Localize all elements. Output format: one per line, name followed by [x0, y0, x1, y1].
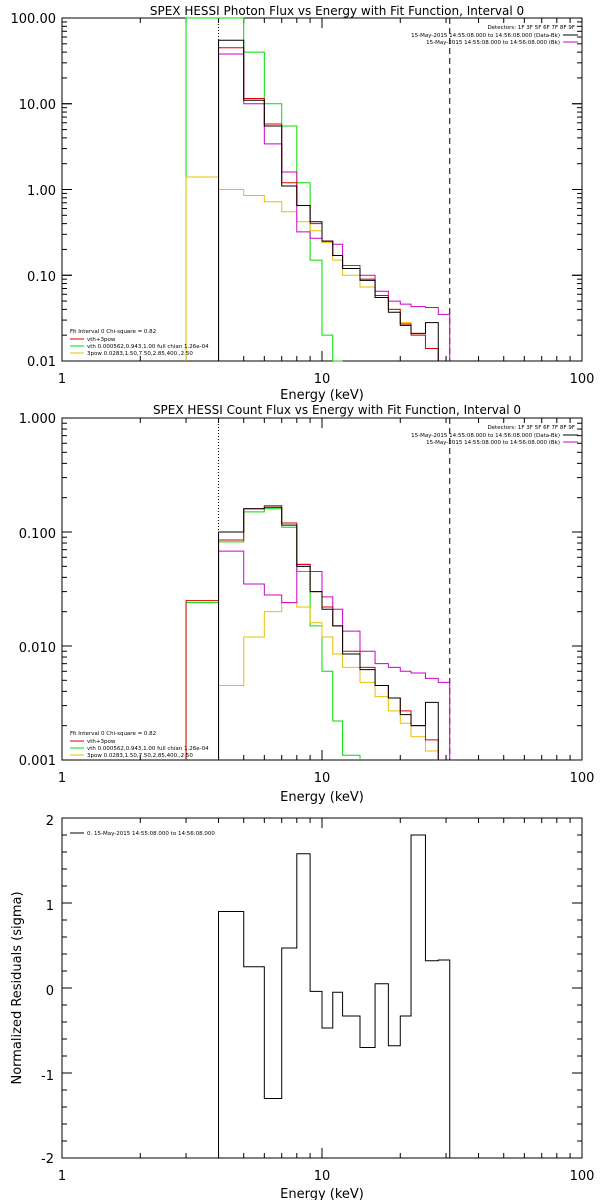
photon-flux-detectors: Detectors: 1F 3F 5F 6F 7F 8F 9F	[487, 25, 575, 31]
residuals-x-axis-label: Energy (keV)	[280, 1187, 364, 1200]
photon-flux-y-tick-label: 0.10	[27, 270, 56, 285]
count-flux-x-tick-label: 1	[58, 771, 66, 786]
residuals-legend: 0. 15-May-2015 14:55:08.000 to 14:56:08.…	[70, 831, 215, 837]
photon-flux-legend-entry: vth+3pow	[87, 337, 116, 343]
photon-flux-x-tick-label: 100	[570, 372, 595, 387]
count-flux-panel: SPEX HESSI Count Flux vs Energy with Fit…	[19, 403, 595, 805]
residuals-x-tick-labels: 1 10 100	[58, 1169, 595, 1184]
residuals-plot-frame	[61, 817, 583, 1159]
photon-flux-y-tick-label: 100.00	[11, 12, 57, 27]
photon-flux-info-box: Detectors: 1F 3F 5F 6F 7F 8F 9F 15-May-2…	[411, 25, 578, 46]
photon-flux-y-tick-label: 0.01	[27, 355, 56, 370]
photon-flux-legend-entry: 3pow 0.0283,1.50,7.50,2.85,400.,2.50	[87, 351, 193, 357]
photon-flux-panel: SPEX HESSI Photon Flux vs Energy with Fi…	[11, 4, 595, 403]
photon-flux-series-yellow	[185, 176, 450, 362]
residuals-y-tick-label: -1	[41, 1069, 54, 1084]
photon-flux-legend-entry: vth 0.000562,0.943,1.00 full chian 1.26e…	[87, 344, 209, 350]
count-flux-series-magenta	[218, 550, 451, 760]
count-flux-y-tick-label: 0.001	[19, 754, 56, 769]
residuals-y-tick-label: 2	[46, 814, 54, 829]
residuals-data	[218, 834, 451, 1158]
photon-flux-series-magenta	[218, 53, 451, 361]
count-flux-data	[185, 418, 451, 761]
count-flux-x-tick-labels: 1 10 100	[58, 771, 595, 786]
count-flux-series-green	[185, 508, 361, 760]
photon-flux-legend: Fit Interval 0 Chi-square = 0.82 vth+3po…	[70, 329, 209, 357]
residuals-series-residuals	[218, 834, 451, 1158]
count-flux-ticks	[61, 417, 583, 761]
count-flux-legend-entry: vth 0.000562,0.943,1.00 full chian 1.26e…	[87, 746, 209, 752]
residuals-y-tick-labels: 2 1 0 -1 -2	[41, 814, 54, 1167]
count-flux-series-red	[185, 505, 450, 761]
photon-flux-ticks	[61, 17, 583, 362]
residuals-y-tick-label: -2	[41, 1152, 54, 1167]
residuals-ticks	[61, 817, 583, 1159]
residuals-y-tick-label: 0	[46, 984, 54, 999]
residuals-x-tick-label: 10	[314, 1169, 331, 1184]
photon-flux-x-axis-label: Energy (keV)	[280, 388, 364, 403]
count-flux-x-tick-label: 10	[314, 771, 331, 786]
residuals-x-tick-label: 1	[58, 1169, 66, 1184]
count-flux-legend: Fit Interval 0 Chi-square = 0.82 vth+3po…	[70, 731, 209, 759]
photon-flux-y-tick-label: 1.00	[27, 184, 56, 199]
residuals-legend-entry: 0. 15-May-2015 14:55:08.000 to 14:56:08.…	[87, 831, 215, 837]
count-flux-info-box: Detectors: 1F 3F 5F 6F 7F 8F 9F 15-May-2…	[411, 425, 578, 446]
count-flux-y-tick-labels: 1.000 0.100 0.010 0.001	[19, 412, 56, 769]
photon-flux-x-tick-label: 10	[314, 372, 331, 387]
count-flux-y-tick-label: 1.000	[19, 412, 56, 427]
count-flux-x-tick-label: 100	[570, 771, 595, 786]
photon-flux-info-line: 15-May-2015 14:55:08.000 to 14:56:08.000…	[411, 33, 560, 39]
photon-flux-data	[185, 17, 451, 362]
photon-flux-y-tick-labels: 100.00 10.00 1.00 0.10 0.01	[11, 12, 57, 370]
count-flux-legend-entry: 3pow 0.0283,1.50,7.50,2.85,400.,2.50	[87, 753, 193, 759]
photon-flux-series-green	[185, 17, 343, 362]
photon-flux-x-tick-labels: 1 10 100	[58, 372, 595, 387]
photon-flux-y-tick-label: 10.00	[19, 98, 56, 113]
photon-flux-legend-header: Fit Interval 0 Chi-square = 0.82	[70, 329, 156, 335]
count-flux-detectors: Detectors: 1F 3F 5F 6F 7F 8F 9F	[487, 425, 575, 431]
residuals-panel: 2 1 0 -1 -2 1 10 100 Energy (keV) Normal…	[10, 814, 594, 1200]
count-flux-legend-entry: vth+3pow	[87, 739, 116, 745]
count-flux-info-line: 15-May-2015 14:55:08.000 to 14:56:08.000…	[426, 440, 560, 446]
count-flux-x-axis-label: Energy (keV)	[280, 790, 364, 805]
photon-flux-series-black	[218, 39, 450, 362]
photon-flux-series-red	[218, 47, 450, 362]
residuals-x-tick-label: 100	[570, 1169, 595, 1184]
residuals-y-tick-label: 1	[46, 899, 54, 914]
photon-flux-title: SPEX HESSI Photon Flux vs Energy with Fi…	[150, 4, 524, 18]
photon-flux-x-tick-label: 1	[58, 372, 66, 387]
photon-flux-info-line: 15-May-2015 14:55:08.000 to 14:56:08.000…	[426, 40, 560, 46]
count-flux-y-tick-label: 0.010	[19, 641, 56, 656]
count-flux-title: SPEX HESSI Count Flux vs Energy with Fit…	[153, 403, 521, 417]
residuals-y-axis-label: Normalized Residuals (sigma)	[10, 891, 25, 1084]
count-flux-series-black	[218, 506, 450, 761]
count-flux-legend-header: Fit Interval 0 Chi-square = 0.82	[70, 731, 156, 737]
count-flux-y-tick-label: 0.100	[19, 527, 56, 542]
count-flux-info-line: 15-May-2015 14:55:08.000 to 14:56:08.000…	[411, 433, 560, 439]
